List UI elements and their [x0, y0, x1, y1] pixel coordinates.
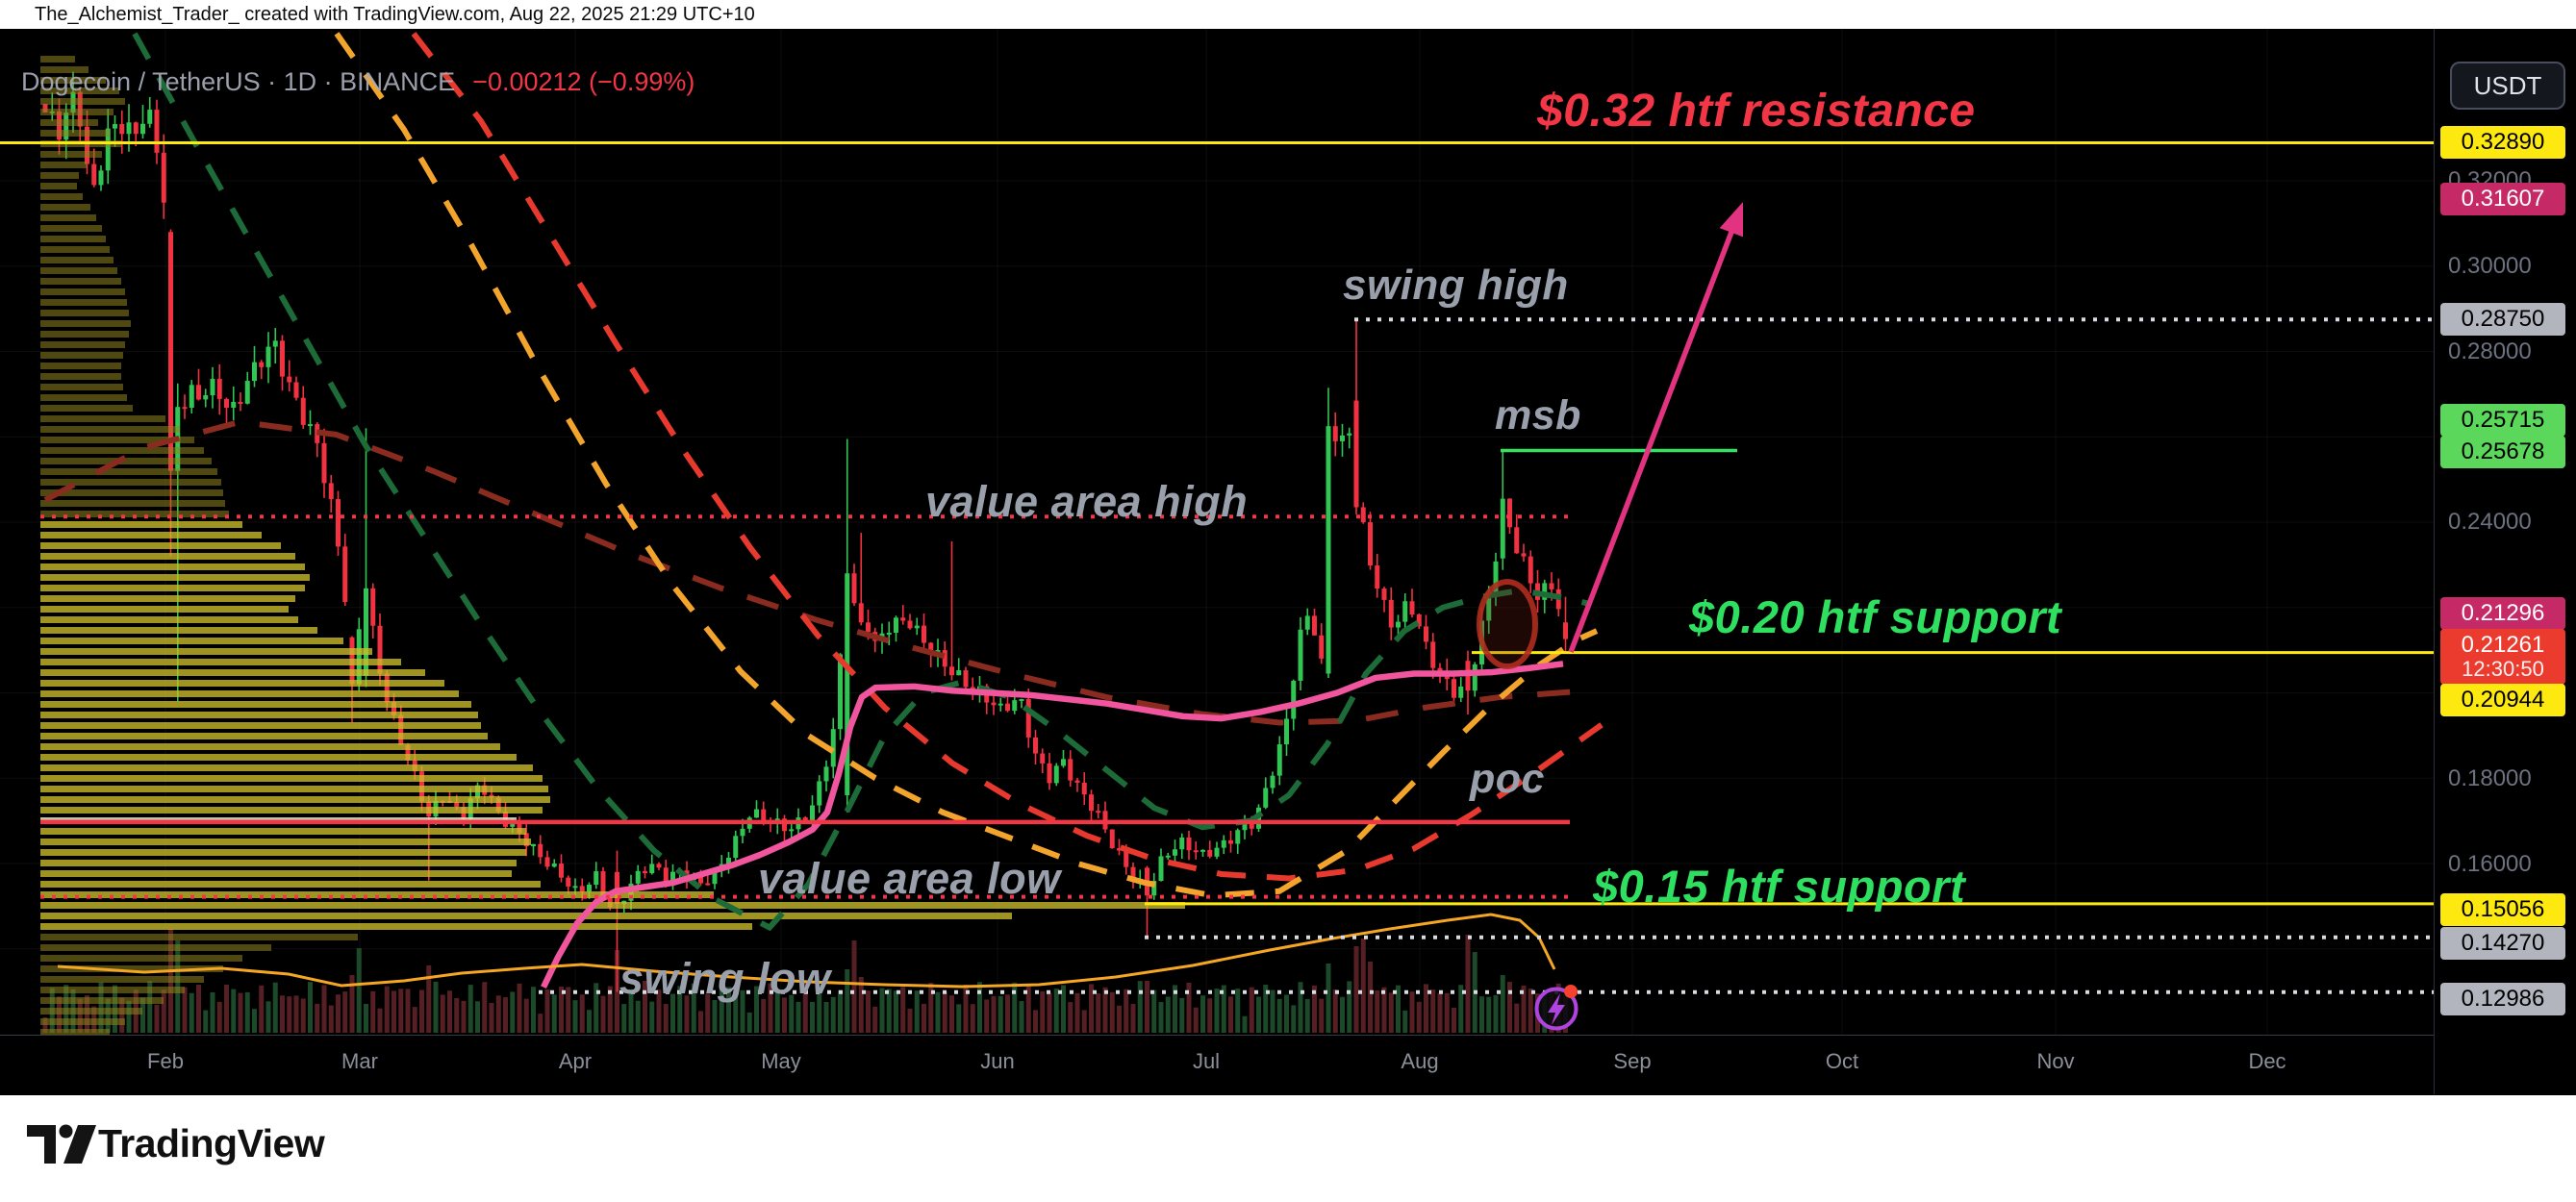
lightning-icon[interactable]	[1534, 985, 1578, 1031]
circle-annotation[interactable]	[1477, 579, 1538, 669]
annotation-swing-low[interactable]: swing low	[619, 954, 831, 1003]
price-change: −0.00212 (−0.99%)	[472, 67, 695, 96]
symbol-title: Dogecoin / TetherUS · 1D · BINANCE	[21, 67, 456, 96]
annotation-poc[interactable]: poc	[1470, 756, 1545, 802]
month-label-dec: Dec	[2248, 1049, 2286, 1073]
tradingview-logo-icon[interactable]	[25, 1123, 102, 1167]
annotation-htf-support-20[interactable]: $0.20 htf support	[1689, 591, 2062, 642]
symbol-header[interactable]: Dogecoin / TetherUS · 1D · BINANCE −0.002…	[21, 67, 695, 97]
price-grid-label: 0.16000	[2448, 851, 2532, 877]
price-label-pill: 0.25715	[2440, 404, 2565, 437]
month-label-may: May	[761, 1049, 801, 1073]
price-grid-label: 0.30000	[2448, 253, 2532, 279]
level-lines[interactable]	[0, 141, 2434, 994]
price-label-pill: 0.15056	[2440, 893, 2565, 926]
price-label-pill: 0.25678	[2440, 436, 2565, 468]
month-label-oct: Oct	[1825, 1049, 1859, 1073]
annotation-value-area-low[interactable]: value area low	[758, 854, 1061, 903]
price-chart-canvas[interactable]	[0, 29, 2576, 1094]
annotation-msb[interactable]: msb	[1495, 392, 1581, 438]
footer: TradingView	[0, 1094, 2576, 1202]
price-label-pill: 0.21296	[2440, 597, 2565, 630]
month-label-feb: Feb	[147, 1049, 184, 1073]
price-label-pill: 0.12986	[2440, 983, 2565, 1015]
currency-unit-button[interactable]: USDT	[2450, 62, 2565, 110]
price-label-pill: 0.28750	[2440, 303, 2565, 336]
month-label-jun: Jun	[980, 1049, 1015, 1073]
price-label-pill: 0.14270	[2440, 927, 2565, 960]
month-label-mar: Mar	[341, 1049, 378, 1073]
price-grid-label: 0.24000	[2448, 509, 2532, 535]
month-label-aug: Aug	[1401, 1049, 1439, 1073]
projection-arrow[interactable]	[1568, 208, 1743, 653]
month-label-apr: Apr	[558, 1049, 593, 1073]
month-label-nov: Nov	[2036, 1049, 2075, 1073]
attribution-text: The_Alchemist_Trader_ created with Tradi…	[35, 4, 755, 25]
time-axis[interactable]: Feb Mar Apr May Jun Jul Aug Sep Oct Nov Dec	[0, 1035, 2576, 1095]
countdown-timer: 12:30:50	[2462, 657, 2544, 681]
price-label-pill: 0.32890	[2440, 126, 2565, 159]
price-grid-label: 0.18000	[2448, 765, 2532, 791]
annotation-htf-resistance[interactable]: $0.32 htf resistance	[1537, 86, 1976, 137]
notification-dot	[1564, 985, 1578, 998]
price-label-pill: 0.21261 12:30:50	[2440, 629, 2565, 685]
month-label-jul: Jul	[1192, 1049, 1221, 1073]
annotation-swing-high[interactable]: swing high	[1343, 262, 1569, 309]
price-label-pill: 0.20944	[2440, 684, 2565, 716]
chart-area[interactable]: Dogecoin / TetherUS · 1D · BINANCE −0.002…	[0, 29, 2576, 1095]
month-label-sep: Sep	[1613, 1049, 1652, 1073]
tradingview-wordmark[interactable]: TradingView	[98, 1121, 325, 1165]
price-label-pill: 0.31607	[2440, 183, 2565, 215]
volume-profile	[40, 56, 1185, 1089]
annotation-value-area-high[interactable]: value area high	[925, 477, 1249, 526]
projection-arrow-head	[1719, 202, 1743, 238]
price-scale[interactable]: USDT 0.32000 0.30000 0.28000 0.24000 0.18000…	[2434, 29, 2576, 1094]
attribution-bar: The_Alchemist_Trader_ created with Tradi…	[0, 0, 2576, 29]
annotation-htf-support-15[interactable]: $0.15 htf support	[1593, 861, 1966, 912]
price-grid-label: 0.28000	[2448, 338, 2532, 364]
